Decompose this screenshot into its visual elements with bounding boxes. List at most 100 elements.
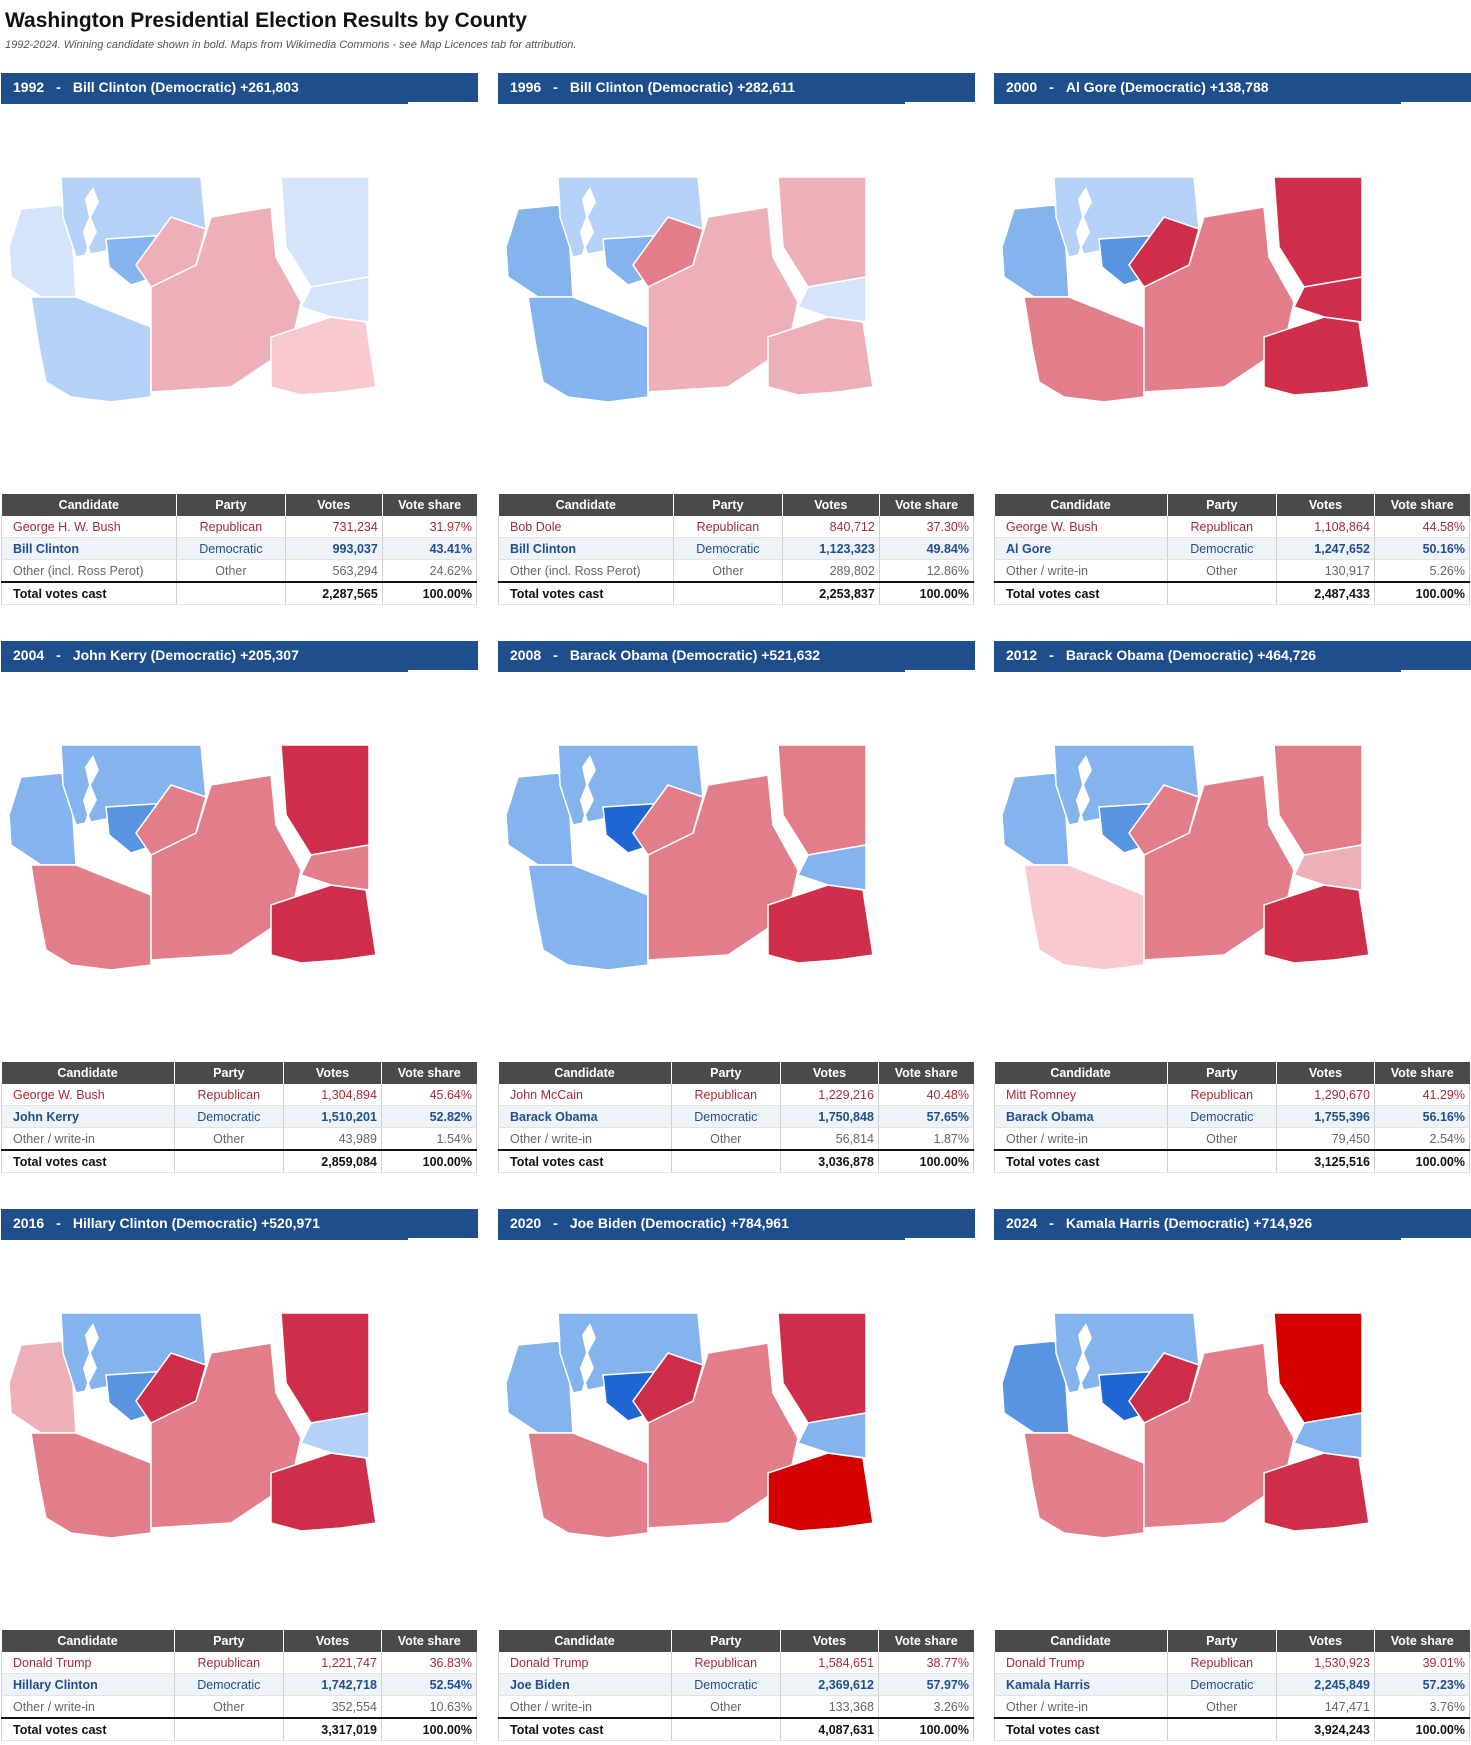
cell-candidate: Total votes cast [497, 581, 675, 605]
cell-candidate: George W. Bush [1, 1084, 175, 1106]
election-year: 2012 [1006, 647, 1038, 663]
cell-votes: 2,245,849 [1276, 1673, 1375, 1696]
washington-county-map [1001, 176, 1370, 406]
cell-party: Democratic [1167, 1673, 1278, 1696]
cell-vote-share: 100.00% [381, 1717, 478, 1741]
cell-votes: 3,125,516 [1276, 1149, 1375, 1173]
map-region-okanogan [632, 1352, 704, 1424]
result-row-dem: Al Gore Democratic 1,247,652 50.16% [994, 537, 1471, 560]
cell-candidate: Total votes cast [1, 1149, 175, 1173]
cell-party: Other [671, 1127, 782, 1151]
election-headline: Barack Obama (Democratic) +464,726 [1065, 647, 1317, 663]
map-region-central [647, 774, 799, 961]
header-votes: Votes [782, 494, 880, 516]
cell-party: Republican [1167, 1652, 1278, 1674]
cell-party: Republican [1167, 1084, 1278, 1106]
cell-vote-share: 3.76% [1374, 1695, 1471, 1719]
cell-party: Democratic [671, 1673, 782, 1696]
cell-vote-share: 57.23% [1374, 1673, 1471, 1696]
header-votes: Votes [1276, 1062, 1375, 1084]
cell-votes: 1,742,718 [283, 1673, 382, 1696]
result-row-tot: Total votes cast 2,487,433 100.00% [994, 581, 1471, 605]
election-year: 1992 [13, 79, 45, 95]
header-party: Party [176, 494, 286, 516]
cell-candidate: George W. Bush [994, 516, 1168, 538]
puget-sound-water [81, 755, 99, 845]
cell-votes: 147,471 [1276, 1695, 1375, 1719]
cell-votes: 1,510,201 [283, 1105, 382, 1128]
puget-sound-water [81, 187, 99, 277]
cell-vote-share: 12.86% [879, 559, 975, 583]
cell-party: Republican [174, 1084, 285, 1106]
election-headline: John Kerry (Democratic) +205,307 [72, 647, 299, 663]
state-outline [8, 744, 377, 974]
election-year: 2024 [1006, 1215, 1038, 1231]
results-table: Candidate Party Votes Vote share John McCain… [498, 1062, 975, 1173]
election-year: 2008 [510, 647, 542, 663]
banner-underline [498, 102, 905, 104]
cell-party: Other [673, 559, 783, 583]
election-panel-2008: 2008- Barack Obama (Democratic) +521,632 C… [498, 641, 975, 1176]
cell-votes: 1,247,652 [1276, 537, 1375, 560]
cell-vote-share: 5.26% [1374, 559, 1471, 583]
result-row-oth: Other / write-in Other 352,554 10.63% [1, 1695, 478, 1719]
results-header-row: Candidate Party Votes Vote share [1, 1630, 477, 1652]
header-party: Party [673, 494, 783, 516]
cell-votes: 4,087,631 [780, 1717, 879, 1741]
map-region-okanogan [632, 216, 704, 288]
cell-candidate: Total votes cast [994, 581, 1168, 605]
cell-vote-share: 100.00% [879, 581, 975, 605]
cell-candidate: Other / write-in [498, 1695, 672, 1719]
election-banner: 1996- Bill Clinton (Democratic) +282,611 [498, 73, 975, 102]
map-region-east [797, 844, 867, 891]
result-row-oth: Other / write-in Other 56,814 1.87% [498, 1127, 975, 1151]
cell-votes: 56,814 [780, 1127, 879, 1151]
results-header-row: Candidate Party Votes Vote share [994, 1062, 1470, 1084]
election-headline: Barack Obama (Democratic) +521,632 [569, 647, 821, 663]
header-votes: Votes [1276, 494, 1375, 516]
cell-vote-share: 24.62% [382, 559, 478, 583]
election-headline: Hillary Clinton (Democratic) +520,971 [72, 1215, 320, 1231]
result-row-rep: Bob Dole Republican 840,712 37.30% [497, 516, 975, 538]
cell-candidate: Donald Trump [994, 1652, 1168, 1674]
cell-votes: 1,123,323 [782, 537, 880, 560]
county-map-image [498, 1253, 918, 1593]
map-region-okanogan [1128, 216, 1200, 288]
map-region-okanogan [135, 1352, 207, 1424]
result-row-oth: Other / write-in Other 133,368 3.26% [498, 1695, 975, 1719]
header-votes: Votes [283, 1062, 382, 1084]
county-map-image [1, 117, 421, 457]
map-region-northeast [777, 744, 867, 856]
map-region-central [150, 206, 302, 393]
header-candidate: Candidate [498, 1062, 672, 1084]
cell-party: Other [174, 1695, 285, 1719]
election-banner: 2024- Kamala Harris (Democratic) +714,926 [994, 1209, 1471, 1238]
results-header-row: Candidate Party Votes Vote share [1, 494, 477, 516]
cell-vote-share: 100.00% [878, 1149, 975, 1173]
cell-votes: 3,317,019 [283, 1717, 382, 1741]
cell-candidate: Hillary Clinton [1, 1673, 175, 1696]
header-votes: Votes [285, 494, 383, 516]
results-table: Candidate Party Votes Vote share George H. W… [0, 494, 478, 605]
election-panel-2012: 2012- Barack Obama (Democratic) +464,726 C… [994, 641, 1471, 1176]
cell-vote-share: 57.97% [878, 1673, 975, 1696]
result-row-oth: Other / write-in Other 130,917 5.26% [994, 559, 1471, 583]
header-vote-share: Vote share [879, 494, 974, 516]
state-outline [505, 176, 874, 406]
cell-candidate: George H. W. Bush [0, 516, 178, 538]
puget-sound-water [578, 187, 596, 277]
map-region-east [1293, 276, 1363, 323]
banner-separator: - [56, 1215, 61, 1231]
results-header-row: Candidate Party Votes Vote share [498, 1630, 974, 1652]
cell-votes: 1,750,848 [780, 1105, 879, 1128]
cell-candidate: Other / write-in [994, 1695, 1168, 1719]
header-candidate: Candidate [994, 494, 1168, 516]
map-region-central [1143, 774, 1295, 961]
cell-votes: 1,221,747 [283, 1652, 382, 1674]
cell-party: Republican [176, 516, 286, 538]
cell-party: Democratic [176, 537, 286, 560]
election-banner: 2004- John Kerry (Democratic) +205,307 [1, 641, 478, 670]
county-map-image [994, 117, 1414, 457]
cell-candidate: Donald Trump [498, 1652, 672, 1674]
map-region-okanogan [135, 784, 207, 856]
